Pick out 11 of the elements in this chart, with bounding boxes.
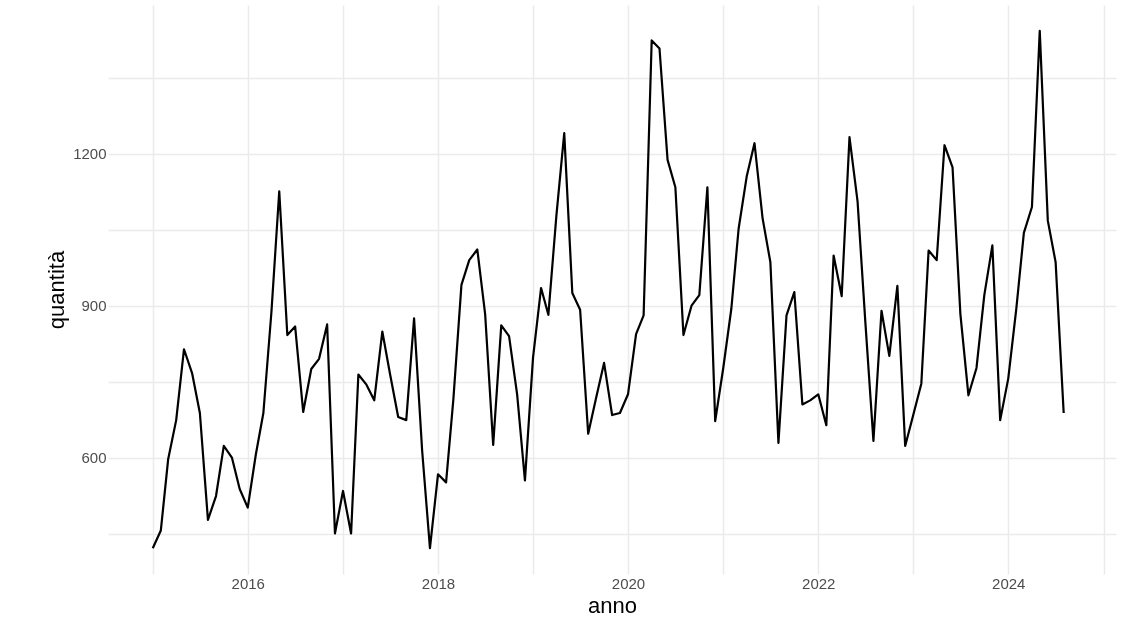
y-tick-label: 600	[81, 449, 107, 467]
x-tick-label: 2024	[992, 574, 1026, 592]
x-tick-label: 2016	[231, 574, 265, 592]
line-series	[151, 29, 1065, 550]
x-axis-title: anno	[588, 592, 637, 618]
x-tick-label: 2022	[802, 574, 836, 592]
y-tick-label: 1200	[73, 145, 107, 163]
y-tick-label: 900	[81, 297, 107, 315]
y-axis-title: quantità	[44, 250, 70, 330]
x-tick-label: 2020	[611, 574, 646, 592]
x-tick-label: 2018	[421, 574, 456, 592]
